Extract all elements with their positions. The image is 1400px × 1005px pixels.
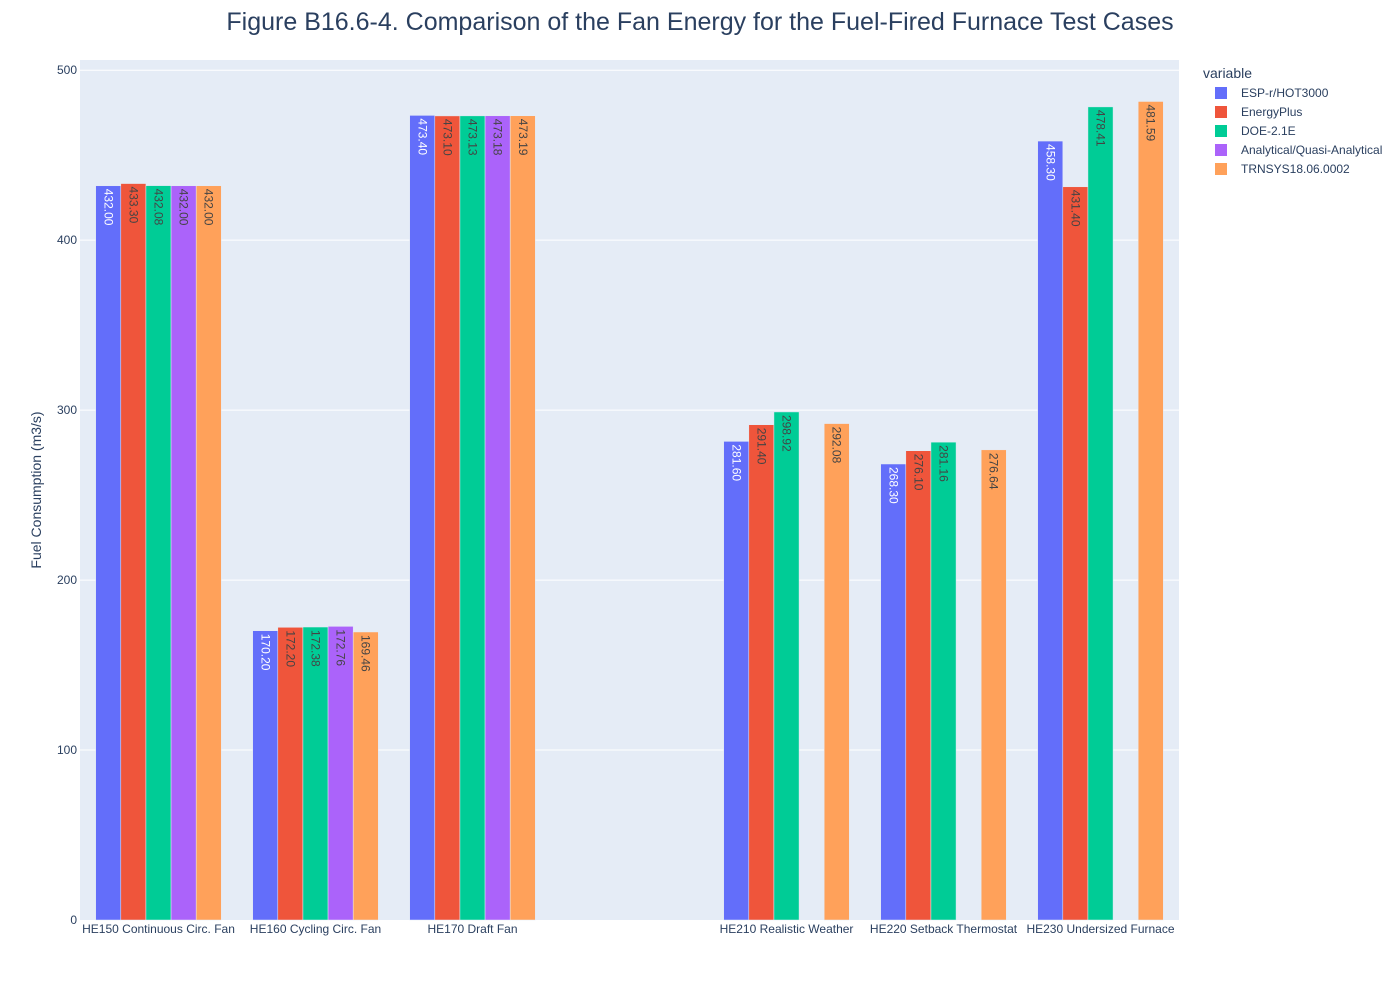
x-tick-label: HE160 Cycling Circ. Fan (250, 922, 381, 936)
bar-4-1[interactable] (352, 631, 379, 921)
bar-labels-group: 432.00 170.20 473.40 281.60 268.30 458.30 433.… (101, 104, 1157, 672)
bar-label-0-0: 432.00 (101, 189, 115, 226)
bar-1-6[interactable] (1062, 186, 1089, 921)
bar-label-2-5: 281.16 (937, 445, 951, 482)
y-axis-label: Fuel Consumption (m3/s) (28, 411, 44, 568)
bar-label-0-6: 458.30 (1043, 144, 1057, 181)
bar-label-2-0: 432.08 (152, 189, 166, 226)
bar-3-2[interactable] (484, 115, 511, 921)
bar-label-2-1: 172.38 (309, 630, 323, 667)
bar-2-0[interactable] (145, 185, 172, 921)
bar-label-3-1: 172.76 (334, 629, 348, 666)
bar-3-1[interactable] (327, 626, 354, 921)
bar-4-2[interactable] (509, 115, 536, 921)
legend[interactable]: variable ESP-r/HOT3000 EnergyPlus DOE-2.1E… (1203, 65, 1382, 176)
bar-4-4[interactable] (823, 423, 850, 921)
legend-item-label-4[interactable]: TRNSYS18.06.0002 (1241, 162, 1350, 176)
bar-4-0[interactable] (195, 185, 222, 921)
y-axis-ticks: 0 100 200 300 400 500 (57, 63, 77, 927)
y-tick-label: 0 (70, 913, 77, 927)
legend-swatch-2[interactable] (1215, 125, 1227, 137)
x-tick-label: HE220 Setback Thermostat (870, 922, 1018, 936)
y-tick-label: 500 (57, 63, 77, 77)
bar-0-1[interactable] (252, 630, 279, 921)
legend-swatch-3[interactable] (1215, 144, 1227, 156)
bar-2-4[interactable] (773, 411, 800, 921)
bar-label-1-1: 172.20 (283, 630, 297, 667)
y-tick-label: 400 (57, 233, 77, 247)
bar-2-5[interactable] (930, 441, 957, 921)
y-tick-label: 100 (57, 743, 77, 757)
bar-label-4-4: 292.08 (830, 427, 844, 464)
bar-label-2-4: 298.92 (780, 415, 794, 452)
bar-3-0[interactable] (170, 185, 197, 921)
legend-item-label-1[interactable]: EnergyPlus (1241, 105, 1302, 119)
bar-label-4-2: 473.19 (516, 119, 530, 156)
bar-4-5[interactable] (980, 449, 1007, 921)
x-tick-label: HE170 Draft Fan (427, 922, 517, 936)
bar-label-2-6: 478.41 (1094, 110, 1108, 147)
x-tick-label: HE230 Undersized Furnace (1026, 922, 1174, 936)
legend-swatch-0[interactable] (1215, 87, 1227, 99)
legend-item-label-0[interactable]: ESP-r/HOT3000 (1241, 86, 1329, 100)
bar-label-1-6: 431.40 (1068, 190, 1082, 227)
x-tick-label: HE210 Realistic Weather (720, 922, 854, 936)
bar-0-6[interactable] (1037, 140, 1064, 921)
bar-label-0-1: 170.20 (258, 634, 272, 671)
bars-group (95, 101, 1164, 921)
bar-label-0-2: 473.40 (415, 118, 429, 155)
bar-0-5[interactable] (880, 463, 907, 921)
bar-label-3-0: 432.00 (177, 189, 191, 226)
x-axis-ticks: HE150 Continuous Circ. Fan HE160 Cycling … (82, 922, 1175, 936)
bar-label-1-5: 276.10 (911, 454, 925, 491)
legend-item-label-3[interactable]: Analytical/Quasi-Analytical (1241, 143, 1382, 157)
bar-2-1[interactable] (302, 626, 329, 921)
bar-1-1[interactable] (277, 627, 304, 921)
bar-label-4-5: 276.64 (987, 453, 1001, 490)
plot-background (80, 60, 1179, 920)
legend-item-label-2[interactable]: DOE-2.1E (1241, 124, 1296, 138)
bar-label-1-0: 433.30 (126, 187, 140, 224)
bar-label-1-2: 473.10 (440, 119, 454, 156)
y-tick-label: 200 (57, 573, 77, 587)
bar-label-4-0: 432.00 (202, 189, 216, 226)
x-tick-label: HE150 Continuous Circ. Fan (82, 922, 235, 936)
bar-label-2-2: 473.13 (466, 119, 480, 156)
legend-swatch-1[interactable] (1215, 106, 1227, 118)
bar-1-4[interactable] (748, 424, 775, 921)
bar-1-2[interactable] (434, 115, 461, 921)
bar-0-0[interactable] (95, 185, 122, 921)
bar-2-2[interactable] (459, 115, 486, 921)
bar-label-0-5: 268.30 (886, 467, 900, 504)
y-tick-label: 300 (57, 403, 77, 417)
bar-label-1-4: 291.40 (754, 428, 768, 465)
chart-title: Figure B16.6-4. Comparison of the Fan En… (226, 8, 1173, 36)
bar-4-6[interactable] (1137, 101, 1164, 921)
legend-title: variable (1203, 65, 1252, 81)
bar-label-4-1: 169.46 (359, 635, 373, 672)
bar-1-0[interactable] (120, 183, 147, 921)
bar-1-5[interactable] (905, 450, 932, 921)
legend-swatch-4[interactable] (1215, 163, 1227, 175)
bar-0-2[interactable] (409, 115, 436, 921)
bar-label-3-2: 473.18 (491, 119, 505, 156)
bar-label-0-4: 281.60 (729, 444, 743, 481)
bar-label-4-6: 481.59 (1144, 104, 1158, 141)
bar-2-6[interactable] (1087, 106, 1114, 921)
bar-0-4[interactable] (723, 441, 750, 921)
